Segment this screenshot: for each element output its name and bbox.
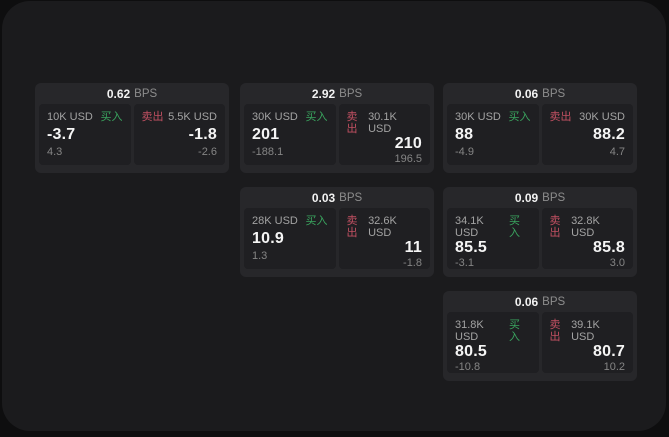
- sell-tile[interactable]: 卖出 32.8K USD 85.8 3.0: [541, 208, 633, 269]
- quote-card-1: 0.62 BPS 10K USD 买入 -3.7 4.3 卖出 5.5K USD…: [35, 83, 229, 173]
- sell-label: 卖出: [549, 319, 561, 343]
- spread-unit: BPS: [542, 87, 566, 100]
- spread-unit: BPS: [542, 295, 566, 308]
- buy-size: 31.8K USD: [455, 319, 484, 343]
- buy-label: 买入: [508, 215, 520, 239]
- buy-label: 买入: [100, 111, 123, 123]
- buy-change: -4.9: [455, 146, 474, 158]
- spread-header: 0.62 BPS: [35, 83, 229, 104]
- buy-change: -3.1: [455, 257, 474, 269]
- sell-size: 30.1K USD: [368, 111, 397, 135]
- sell-size: 39.1K USD: [571, 319, 600, 343]
- buy-price: 10.9: [252, 229, 284, 247]
- buy-size: 10K USD: [47, 111, 93, 123]
- buy-price: 80.5: [455, 343, 487, 360]
- buy-size: 30K USD: [455, 111, 501, 123]
- sell-label: 卖出: [549, 215, 561, 239]
- buy-label: 买入: [305, 111, 328, 123]
- buy-size: 28K USD: [252, 215, 298, 227]
- buy-change: 4.3: [47, 146, 63, 158]
- sell-size: 32.6K USD: [368, 215, 397, 239]
- quote-card-3: 0.06 BPS 30K USD 买入 88 -4.9 卖出 30K USD 8…: [443, 83, 637, 173]
- sell-change: 196.5: [394, 153, 422, 165]
- spread-unit: BPS: [339, 191, 363, 204]
- buy-tile[interactable]: 34.1K USD 买入 85.5 -3.1: [447, 208, 539, 269]
- sell-change: 3.0: [609, 257, 625, 269]
- sell-change: -2.6: [198, 146, 217, 158]
- buy-size: 30K USD: [252, 111, 298, 123]
- sell-price: 85.8: [593, 239, 625, 256]
- spread-unit: BPS: [134, 87, 158, 100]
- sell-price: 210: [394, 135, 422, 152]
- spread-value: 0.09: [514, 190, 539, 205]
- spread-value: 0.06: [514, 86, 539, 101]
- spread-value: 0.62: [106, 86, 131, 101]
- sell-price: 80.7: [593, 343, 625, 360]
- sell-tile[interactable]: 卖出 39.1K USD 80.7 10.2: [541, 312, 633, 373]
- buy-tile[interactable]: 30K USD 买入 201 -188.1: [244, 104, 336, 165]
- buy-tile[interactable]: 30K USD 买入 88 -4.9: [447, 104, 539, 165]
- quote-card-5: 0.09 BPS 34.1K USD 买入 85.5 -3.1 卖出 32.8K…: [443, 187, 637, 277]
- sell-price: 88.2: [593, 125, 625, 143]
- buy-change: -10.8: [455, 361, 481, 373]
- spread-header: 0.06 BPS: [443, 291, 637, 312]
- spread-unit: BPS: [339, 87, 363, 100]
- sell-change: 10.2: [603, 361, 625, 373]
- buy-label: 买入: [508, 319, 520, 343]
- buy-change: 1.3: [252, 250, 268, 262]
- sell-price: 11: [404, 239, 422, 256]
- buy-label: 买入: [508, 111, 531, 123]
- spread-value: 2.92: [311, 86, 336, 101]
- sell-label: 卖出: [141, 111, 164, 123]
- sell-size: 30K USD: [579, 111, 625, 123]
- sell-label: 卖出: [346, 111, 358, 135]
- buy-price: 201: [252, 125, 280, 143]
- sell-change: -1.8: [403, 257, 422, 269]
- spread-value: 0.06: [514, 294, 539, 309]
- sell-size: 32.8K USD: [571, 215, 600, 239]
- buy-tile[interactable]: 10K USD 买入 -3.7 4.3: [39, 104, 131, 165]
- sell-tile[interactable]: 卖出 32.6K USD 11 -1.8: [338, 208, 430, 269]
- buy-size: 34.1K USD: [455, 215, 484, 239]
- sell-change: 4.7: [609, 146, 625, 158]
- quote-card-6: 0.06 BPS 31.8K USD 买入 80.5 -10.8 卖出 39.1…: [443, 291, 637, 381]
- sell-label: 卖出: [346, 215, 358, 239]
- spread-value: 0.03: [311, 190, 336, 205]
- buy-change: -188.1: [252, 146, 284, 158]
- buy-tile[interactable]: 31.8K USD 买入 80.5 -10.8: [447, 312, 539, 373]
- spread-header: 0.03 BPS: [240, 187, 434, 208]
- quote-card-2: 2.92 BPS 30K USD 买入 201 -188.1 卖出 30.1K …: [240, 83, 434, 173]
- spread-header: 2.92 BPS: [240, 83, 434, 104]
- app-window: 0.62 BPS 10K USD 买入 -3.7 4.3 卖出 5.5K USD…: [2, 1, 666, 431]
- buy-price: -3.7: [47, 125, 76, 143]
- sell-label: 卖出: [549, 111, 572, 123]
- sell-tile[interactable]: 卖出 30K USD 88.2 4.7: [541, 104, 633, 165]
- buy-price: 85.5: [455, 239, 487, 256]
- buy-tile[interactable]: 28K USD 买入 10.9 1.3: [244, 208, 336, 269]
- spread-header: 0.06 BPS: [443, 83, 637, 104]
- sell-price: -1.8: [188, 125, 217, 143]
- quote-card-4: 0.03 BPS 28K USD 买入 10.9 1.3 卖出 32.6K US…: [240, 187, 434, 277]
- buy-label: 买入: [305, 215, 328, 227]
- sell-size: 5.5K USD: [168, 111, 217, 123]
- sell-tile[interactable]: 卖出 5.5K USD -1.8 -2.6: [133, 104, 225, 165]
- buy-price: 88: [455, 125, 474, 143]
- sell-tile[interactable]: 卖出 30.1K USD 210 196.5: [338, 104, 430, 165]
- spread-header: 0.09 BPS: [443, 187, 637, 208]
- spread-unit: BPS: [542, 191, 566, 204]
